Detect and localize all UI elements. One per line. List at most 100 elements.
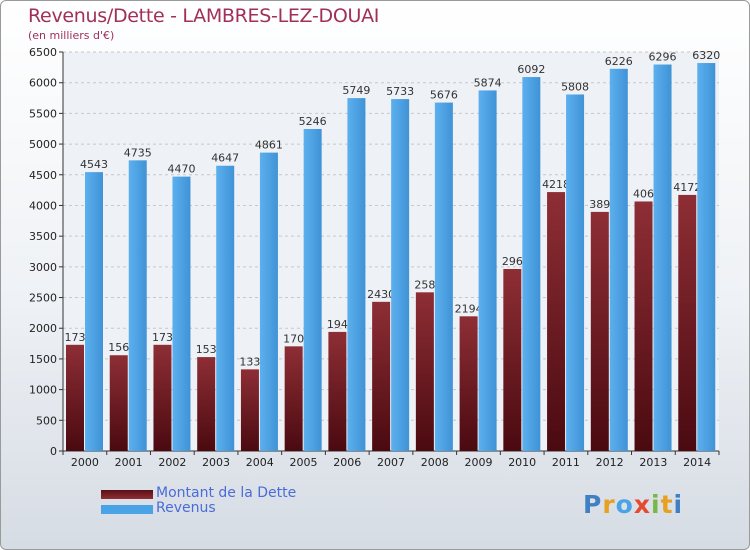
data-label-revenus: 4647 bbox=[211, 152, 239, 165]
data-label-revenus: 6296 bbox=[649, 51, 677, 64]
x-tick-label: 2014 bbox=[683, 456, 711, 469]
x-tick-label: 2004 bbox=[246, 456, 274, 469]
bar-revenus bbox=[303, 128, 322, 451]
bar-revenus bbox=[391, 99, 410, 451]
data-label-dette: 170 bbox=[283, 332, 304, 345]
logo-letter: i bbox=[673, 490, 684, 519]
bar-dette bbox=[240, 369, 259, 451]
logo-letter: r bbox=[602, 490, 616, 519]
data-label-dette: 406 bbox=[633, 187, 654, 200]
bar-dette bbox=[284, 346, 303, 451]
legend-label-dette: Montant de la Dette bbox=[156, 485, 297, 501]
bar-revenus bbox=[653, 64, 672, 451]
y-tick-label: 3500 bbox=[29, 230, 57, 243]
x-tick-label: 2001 bbox=[115, 456, 143, 469]
data-label-revenus: 5676 bbox=[430, 89, 458, 102]
bar-dette bbox=[66, 344, 84, 451]
bar-revenus bbox=[347, 98, 366, 451]
logo-letter: P bbox=[583, 490, 603, 519]
data-label-revenus: 5808 bbox=[561, 80, 589, 93]
bar-revenus bbox=[85, 172, 103, 451]
data-label-dette: 153 bbox=[196, 343, 217, 356]
proxiti-logo: Proxiti bbox=[583, 490, 683, 519]
logo-letter: x bbox=[633, 490, 651, 519]
bar-dette bbox=[109, 355, 128, 451]
data-label-dette: 4172 bbox=[673, 181, 701, 194]
y-tick-label: 3000 bbox=[29, 261, 57, 274]
bar-revenus bbox=[259, 152, 278, 452]
y-tick-label: 4500 bbox=[29, 169, 57, 182]
data-label-dette: 173 bbox=[152, 331, 173, 344]
bar-dette bbox=[197, 357, 216, 451]
y-tick-label: 6500 bbox=[29, 46, 57, 59]
x-tick-label: 2006 bbox=[333, 456, 361, 469]
y-tick-label: 5500 bbox=[29, 107, 57, 120]
data-label-revenus: 4543 bbox=[80, 158, 108, 171]
chart-subtitle: (en milliers d'€) bbox=[28, 29, 115, 42]
data-label-dette: 2430 bbox=[367, 288, 395, 301]
plot-area bbox=[63, 52, 719, 451]
x-tick-label: 2009 bbox=[464, 456, 492, 469]
data-label-dette: 296 bbox=[502, 255, 523, 268]
data-label-revenus: 6226 bbox=[605, 55, 633, 68]
legend-swatch-dette bbox=[101, 490, 153, 499]
chart-title: Revenus/Dette - LAMBRES-LEZ-DOUAI bbox=[28, 5, 380, 27]
data-label-dette: 389 bbox=[589, 198, 610, 211]
data-label-revenus: 4470 bbox=[167, 163, 195, 176]
data-label-revenus: 5246 bbox=[299, 115, 327, 128]
bar-dette bbox=[547, 192, 566, 451]
y-tick-label: 1500 bbox=[29, 353, 57, 366]
y-tick-label: 2000 bbox=[29, 322, 57, 335]
legend-label-revenus: Revenus bbox=[156, 500, 216, 516]
bar-revenus bbox=[522, 77, 541, 451]
bar-revenus bbox=[609, 68, 628, 451]
data-label-dette: 4218 bbox=[542, 178, 570, 191]
x-tick-label: 2007 bbox=[377, 456, 405, 469]
bar-revenus bbox=[128, 160, 147, 451]
data-label-revenus: 6092 bbox=[517, 63, 545, 76]
grid-lines bbox=[63, 51, 719, 452]
bar-dette bbox=[590, 211, 609, 451]
bars bbox=[66, 63, 716, 452]
bar-dette bbox=[153, 344, 172, 451]
data-label-dette: 156 bbox=[108, 341, 129, 354]
logo-letter: o bbox=[615, 490, 634, 519]
legend-swatch-revenus bbox=[101, 505, 153, 514]
y-tick-label: 2500 bbox=[29, 292, 57, 305]
data-label-dette: 173 bbox=[65, 331, 86, 344]
x-tick-label: 2003 bbox=[202, 456, 230, 469]
x-tick-label: 2005 bbox=[290, 456, 318, 469]
bar-revenus bbox=[566, 94, 585, 452]
y-tick-label: 500 bbox=[36, 414, 57, 427]
bar-dette bbox=[503, 268, 522, 451]
x-tick-label: 2002 bbox=[158, 456, 186, 469]
data-label-revenus: 5749 bbox=[342, 84, 370, 97]
bar-revenus bbox=[697, 63, 716, 452]
data-label-revenus: 5733 bbox=[386, 85, 414, 98]
bar-revenus bbox=[434, 102, 453, 451]
logo-letter: i bbox=[651, 490, 661, 519]
bar-revenus bbox=[172, 176, 191, 451]
bar-dette bbox=[328, 331, 347, 451]
bar-dette bbox=[372, 301, 391, 451]
data-label-dette: 2194 bbox=[455, 302, 483, 315]
data-label-dette: 133 bbox=[239, 355, 260, 368]
x-tick-label: 2013 bbox=[639, 456, 667, 469]
x-tick-label: 2000 bbox=[71, 456, 99, 469]
bar-dette bbox=[634, 201, 653, 451]
bar-revenus bbox=[216, 165, 235, 451]
x-tick-label: 2010 bbox=[508, 456, 536, 469]
data-label-revenus: 4735 bbox=[124, 146, 152, 159]
x-tick-label: 2008 bbox=[421, 456, 449, 469]
data-label-dette: 194 bbox=[327, 318, 348, 331]
logo-letter: t bbox=[660, 490, 674, 519]
y-tick-label: 0 bbox=[50, 445, 57, 458]
data-label-revenus: 4861 bbox=[255, 139, 283, 152]
bar-dette bbox=[415, 292, 434, 451]
y-tick-label: 6000 bbox=[29, 77, 57, 90]
y-tick-label: 5000 bbox=[29, 138, 57, 151]
bar-dette bbox=[459, 316, 478, 451]
bar-revenus bbox=[478, 90, 497, 452]
